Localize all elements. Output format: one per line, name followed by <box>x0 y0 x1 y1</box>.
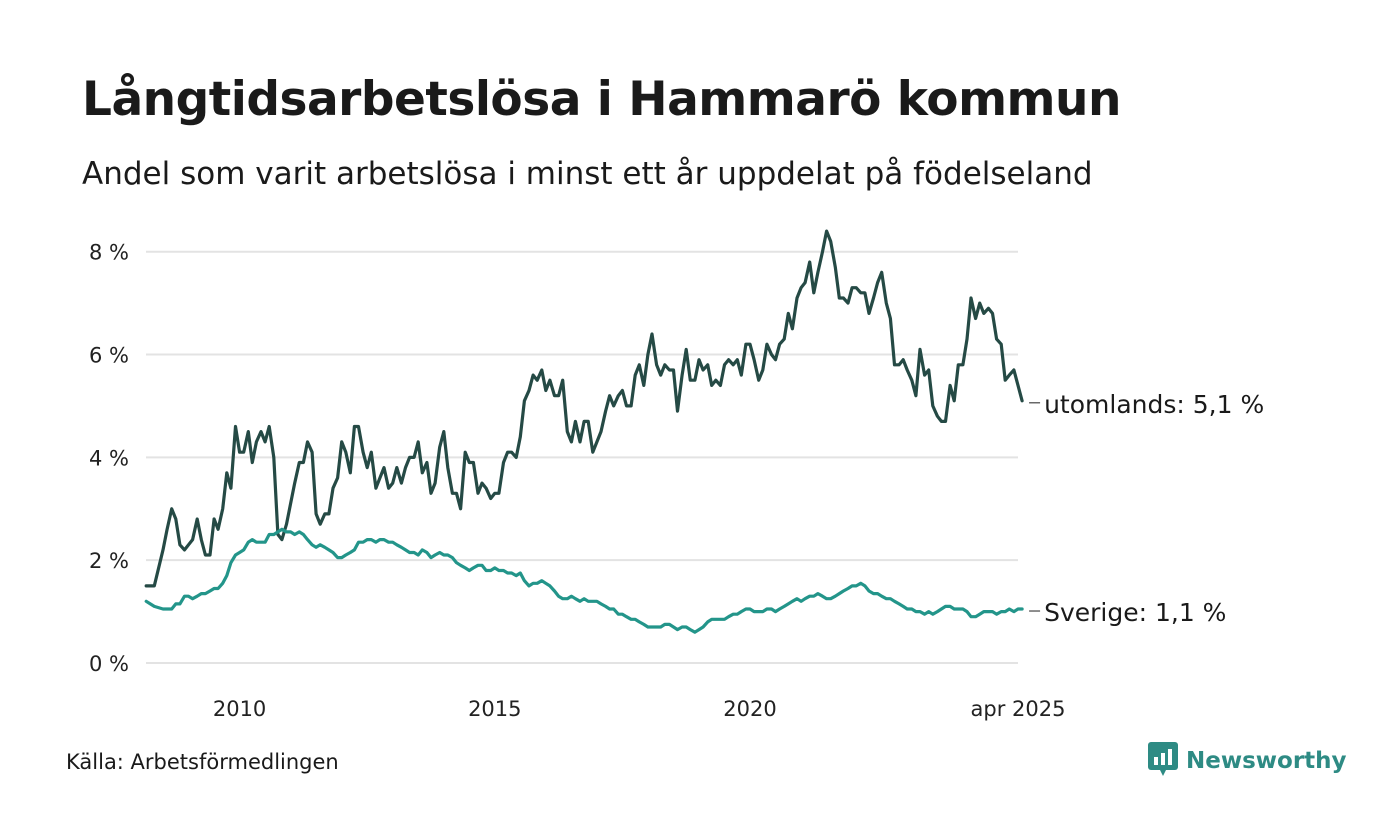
source-note: Källa: Arbetsförmedlingen <box>66 750 339 774</box>
page-title: Långtidsarbetslösa i Hammarö kommun <box>82 72 1121 127</box>
y-tick-label: 8 % <box>89 241 129 265</box>
series-end-labels: utomlands: 5,1 % Sverige: 1,1 % <box>1029 390 1264 627</box>
page-subtitle: Andel som varit arbetslösa i minst ett å… <box>82 156 1093 192</box>
y-tick-label: 4 % <box>89 446 129 470</box>
x-tick-label: apr 2025 <box>971 697 1066 721</box>
series-line-utomlands <box>144 229 1024 588</box>
y-tick-label: 2 % <box>89 549 129 573</box>
brand-logo: Newsworthy <box>1148 742 1347 780</box>
y-tick-label: 0 % <box>89 652 129 676</box>
y-axis: 0 % 2 % 4 % 6 % 8 % <box>89 241 129 676</box>
x-tick-label: 2015 <box>468 697 521 721</box>
x-axis: 2010 2015 2020 apr 2025 <box>213 697 1066 721</box>
brand-name: Newsworthy <box>1186 748 1347 774</box>
y-tick-label: 6 % <box>89 344 129 368</box>
newsworthy-logo-icon <box>1148 742 1178 780</box>
x-tick-label: 2010 <box>213 697 266 721</box>
x-tick-label: 2020 <box>723 697 776 721</box>
series-line-sverige <box>144 527 1024 634</box>
grid-lines <box>146 250 1018 664</box>
series-lines <box>144 229 1024 634</box>
end-label-sverige: Sverige: 1,1 % <box>1044 598 1226 627</box>
end-label-utomlands: utomlands: 5,1 % <box>1044 390 1264 419</box>
